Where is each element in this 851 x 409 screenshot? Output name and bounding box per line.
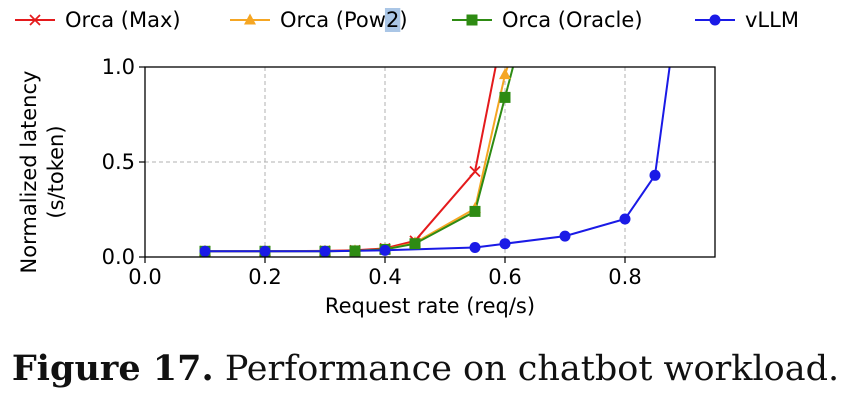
axes: 0.0 0.2 0.4 0.6 0.8 0.0 0.5 1.0 Request rate (re… [17,55,642,318]
marker-layer [199,68,661,257]
legend-highlight-box [384,8,401,32]
marker-stroke [29,14,41,26]
x-tick-label: 0.0 [128,265,161,289]
figure-caption-text: Performance on chatbot workload. [213,349,840,389]
legend-label: vLLM [745,8,799,32]
legend-entry: Orca (Max) [15,8,181,32]
series-line [205,67,671,253]
legend-entry: Orca (Oracle) [452,8,643,32]
legend-label-suffix: ) [399,8,407,32]
legend-marker [29,14,41,26]
x-tick-label: 0.8 [608,265,641,289]
legend-marker [709,14,721,26]
legend-label: Orca (Max) [65,8,181,32]
legend-label-text: vLLM [745,8,799,32]
series-layer [205,67,671,253]
figure-caption: Figure 17. Performance on chatbot worklo… [0,348,851,389]
marker-stroke [469,165,481,178]
data-point [559,230,571,242]
data-point [409,238,421,250]
data-point [379,244,391,256]
data-point [499,238,511,250]
legend-marker [466,14,478,26]
data-point [499,91,511,103]
legend-label: Orca (Oracle) [502,8,643,32]
data-point [469,205,481,217]
legend-entry: vLLM [695,8,799,32]
x-tick-label: 0.6 [488,265,521,289]
data-point [319,245,331,257]
grid-lines [145,67,715,257]
legend-entry: Orca (Pow2) [230,8,408,32]
legend-label-highlight: 2 [386,8,399,32]
legend-label-text: Orca (Max) [65,8,181,32]
legend: Orca (Max) Orca (Pow2) Orca (Oracle) vLLM [15,8,799,32]
y-tick-label: 0.5 [102,150,135,174]
series-line [205,67,515,253]
data-point [619,213,631,225]
data-point [649,169,661,181]
x-tick-label: 0.2 [248,265,281,289]
legend-marker [244,13,256,25]
y-axis-unit-label: (s/token) [44,125,68,218]
data-point [349,245,361,257]
data-point [469,242,481,253]
y-tick-label: 0.0 [102,245,135,269]
data-point [469,165,481,178]
legend-label-text: Orca (Pow [280,8,386,32]
y-tick-label: 1.0 [102,55,135,79]
x-axis-label: Request rate (req/s) [325,294,535,318]
latency-chart: 0.0 0.2 0.4 0.6 0.8 0.0 0.5 1.0 Request rate (re… [15,8,799,318]
series-line [205,67,509,253]
data-point [499,68,511,80]
legend-label: Orca (Pow2) [280,8,408,32]
x-tick-label: 0.4 [368,265,401,289]
figure-label: Figure 17. [11,348,214,389]
legend-label-text: Orca (Oracle) [502,8,643,32]
y-axis-label: Normalized latency [17,71,41,274]
data-point [199,245,211,257]
data-point [259,245,271,257]
